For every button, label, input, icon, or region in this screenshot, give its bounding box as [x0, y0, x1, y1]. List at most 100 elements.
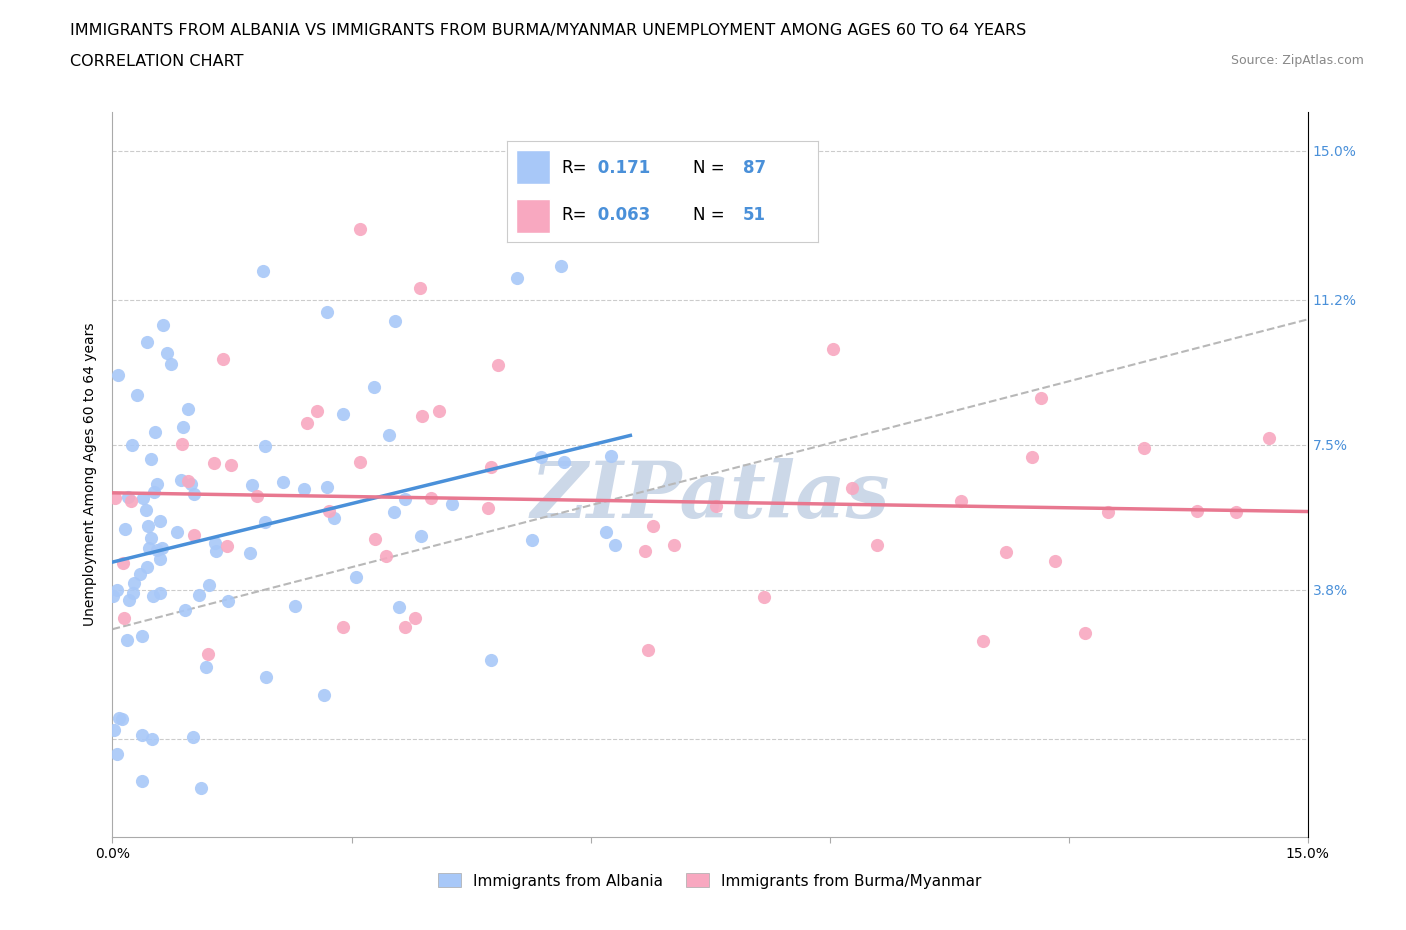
Text: IMMIGRANTS FROM ALBANIA VS IMMIGRANTS FROM BURMA/MYANMAR UNEMPLOYMENT AMONG AGES: IMMIGRANTS FROM ALBANIA VS IMMIGRANTS FR… [70, 23, 1026, 38]
Y-axis label: Unemployment Among Ages 60 to 64 years: Unemployment Among Ages 60 to 64 years [83, 323, 97, 626]
Point [1257, 431, 1279, 445]
Point [316, 480, 339, 495]
Point [122, 585, 145, 600]
Point [866, 538, 889, 552]
Point [253, 438, 276, 453]
Point [382, 505, 405, 520]
Point [111, 555, 134, 570]
Point [295, 416, 318, 431]
Point [170, 436, 193, 451]
Point [205, 543, 228, 558]
Point [136, 335, 159, 350]
Point [129, 566, 152, 581]
Point [110, 711, 132, 726]
Point [122, 576, 145, 591]
Point [1045, 553, 1067, 568]
Point [239, 546, 262, 561]
Point [150, 540, 173, 555]
Point [117, 490, 139, 505]
Text: ZIPatlas: ZIPatlas [530, 458, 890, 535]
Point [752, 590, 775, 604]
Point [105, 582, 128, 597]
Point [271, 474, 294, 489]
Point [312, 688, 335, 703]
Point [246, 489, 269, 504]
Point [1021, 450, 1043, 465]
Point [177, 473, 200, 488]
Point [427, 404, 450, 418]
Point [364, 532, 387, 547]
Point [284, 599, 307, 614]
Point [662, 538, 685, 552]
Point [1097, 505, 1119, 520]
Point [972, 633, 994, 648]
Point [479, 459, 502, 474]
Point [377, 428, 399, 443]
Point [177, 402, 200, 417]
Point [318, 503, 340, 518]
Point [180, 477, 202, 492]
Point [149, 551, 172, 566]
Point [194, 659, 217, 674]
Point [240, 477, 263, 492]
Point [197, 646, 219, 661]
Point [221, 458, 243, 472]
Point [349, 221, 371, 236]
Point [139, 451, 162, 466]
Point [174, 603, 197, 618]
Point [132, 491, 155, 506]
Point [305, 404, 328, 418]
Point [409, 529, 432, 544]
Point [1185, 503, 1208, 518]
Point [131, 629, 153, 644]
Point [409, 281, 432, 296]
Legend: Immigrants from Albania, Immigrants from Burma/Myanmar: Immigrants from Albania, Immigrants from… [432, 868, 988, 895]
Point [105, 747, 128, 762]
Point [332, 620, 354, 635]
Point [142, 589, 165, 604]
Point [821, 341, 844, 356]
Point [1074, 625, 1097, 640]
Point [139, 530, 162, 545]
Point [135, 560, 157, 575]
Point [841, 481, 863, 496]
Point [172, 419, 194, 434]
Point [254, 515, 277, 530]
Point [215, 538, 238, 553]
Point [349, 455, 371, 470]
Point [145, 425, 167, 440]
Point [603, 538, 626, 552]
Point [394, 619, 416, 634]
Point [217, 593, 239, 608]
Point [107, 368, 129, 383]
Point [506, 271, 529, 286]
Point [949, 494, 972, 509]
Point [114, 522, 136, 537]
Point [486, 357, 509, 372]
Point [101, 589, 124, 604]
Point [160, 356, 183, 371]
Point [112, 611, 135, 626]
Point [344, 570, 367, 585]
Point [138, 540, 160, 555]
Point [1132, 440, 1154, 455]
Point [103, 723, 125, 737]
Point [637, 643, 659, 658]
Point [1029, 391, 1052, 405]
Point [142, 485, 165, 499]
Point [183, 729, 205, 744]
Point [187, 587, 209, 602]
Point [152, 317, 174, 332]
Point [254, 670, 277, 684]
Point [125, 388, 148, 403]
Text: Source: ZipAtlas.com: Source: ZipAtlas.com [1230, 54, 1364, 67]
Point [115, 632, 138, 647]
Point [595, 525, 617, 539]
Point [183, 486, 205, 501]
Point [384, 313, 406, 328]
Point [394, 492, 416, 507]
Point [120, 494, 142, 509]
Point [190, 780, 212, 795]
Point [316, 305, 339, 320]
Point [135, 503, 157, 518]
